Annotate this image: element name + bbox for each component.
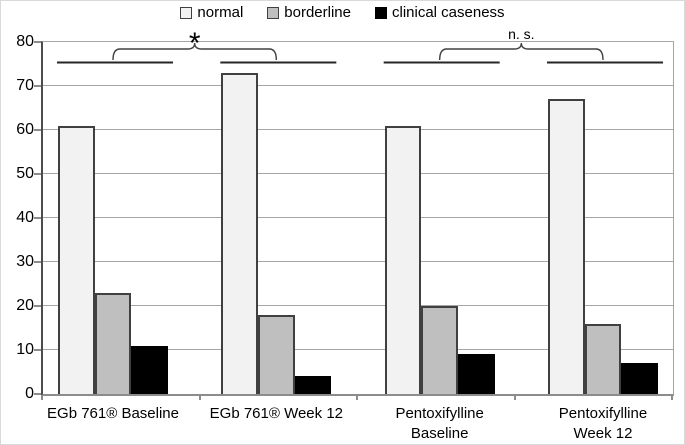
gridline-20: [43, 305, 673, 306]
y-axis-label-20: 20: [16, 297, 34, 314]
x-axis-label-pentoxifylline-baseline: Pentoxifylline Baseline: [395, 405, 484, 442]
gridline-10: [43, 349, 673, 350]
legend-swatch-normal-icon: [180, 6, 193, 19]
x-axis-tick: [41, 395, 43, 400]
x-axis-label-egb-761-week-12: EGb 761® Week 12: [209, 405, 344, 422]
x-axis-tick: [356, 395, 358, 400]
bar-group-pentoxifylline-week-12: [547, 42, 658, 394]
y-axis-tick: [34, 173, 41, 175]
bar-normal-egb-761-baseline: [58, 125, 95, 394]
y-axis-label-30: 30: [16, 253, 34, 270]
y-axis-tick: [34, 305, 41, 307]
y-axis-tick: [34, 261, 41, 263]
gridline-30: [43, 261, 673, 262]
significance-label: n. s.: [508, 26, 534, 42]
y-axis-tick: [34, 349, 41, 351]
y-axis-label-10: 10: [16, 341, 34, 358]
legend-swatch-clinical-caseness-icon: [375, 6, 387, 19]
bar-normal-pentoxifylline-week-12: [547, 99, 585, 394]
bar-borderline-egb-761-baseline: [94, 292, 132, 394]
legend-swatch-borderline-icon: [267, 6, 280, 19]
y-axis-tick: [34, 393, 41, 395]
legend-label-clinical-caseness: clinical caseness: [392, 4, 505, 21]
y-axis-label-50: 50: [16, 165, 34, 182]
y-axis-label-40: 40: [16, 209, 34, 226]
legend-item-normal: normal: [180, 4, 243, 21]
bar-groups: [43, 42, 673, 394]
bar-normal-egb-761-week-12: [221, 72, 258, 394]
chart-legend: normal borderline clinical caseness: [1, 4, 684, 21]
gridline-70: [43, 85, 673, 86]
plot-area: [41, 41, 674, 396]
y-axis-tick: [34, 85, 41, 87]
x-axis-tick: [513, 395, 516, 400]
bar-clinical-caseness-egb-761-week-12: [294, 376, 332, 394]
x-axis-label-egb-761-baseline: EGb 761® Baseline: [47, 405, 179, 422]
bar-normal-pentoxifylline-baseline: [384, 125, 422, 394]
bar-borderline-egb-761-week-12: [258, 314, 295, 394]
bar-clinical-caseness-pentoxifylline-baseline: [458, 354, 495, 394]
y-axis-label-80: 80: [16, 33, 34, 50]
y-axis-tick: [34, 217, 41, 219]
bar-borderline-pentoxifylline-week-12: [584, 323, 622, 394]
bar-clinical-caseness-egb-761-baseline: [131, 345, 169, 394]
x-axis-label-pentoxifylline-week-12: Pentoxifylline Week 12: [558, 405, 648, 442]
legend-item-borderline: borderline: [267, 4, 351, 21]
x-axis-tick: [671, 395, 673, 400]
legend-item-clinical-caseness: clinical caseness: [375, 4, 505, 21]
y-axis-label-70: 70: [16, 77, 34, 94]
y-axis-tick: [34, 129, 41, 131]
gridline-40: [43, 217, 673, 218]
y-axis-label-0: 0: [25, 385, 34, 402]
bar-clinical-caseness-pentoxifylline-week-12: [621, 363, 658, 394]
gridline-60: [43, 129, 673, 130]
x-axis-tick: [198, 395, 201, 400]
bar-group-egb-761-baseline: [58, 42, 169, 394]
y-axis-tick: [34, 41, 41, 43]
y-axis-label-60: 60: [16, 121, 34, 138]
bar-group-egb-761-week-12: [221, 42, 332, 394]
legend-label-normal: normal: [197, 4, 244, 21]
bar-borderline-pentoxifylline-baseline: [421, 306, 458, 394]
bar-group-pentoxifylline-baseline: [384, 42, 495, 394]
gridline-50: [43, 173, 673, 174]
legend-label-borderline: borderline: [284, 4, 351, 21]
